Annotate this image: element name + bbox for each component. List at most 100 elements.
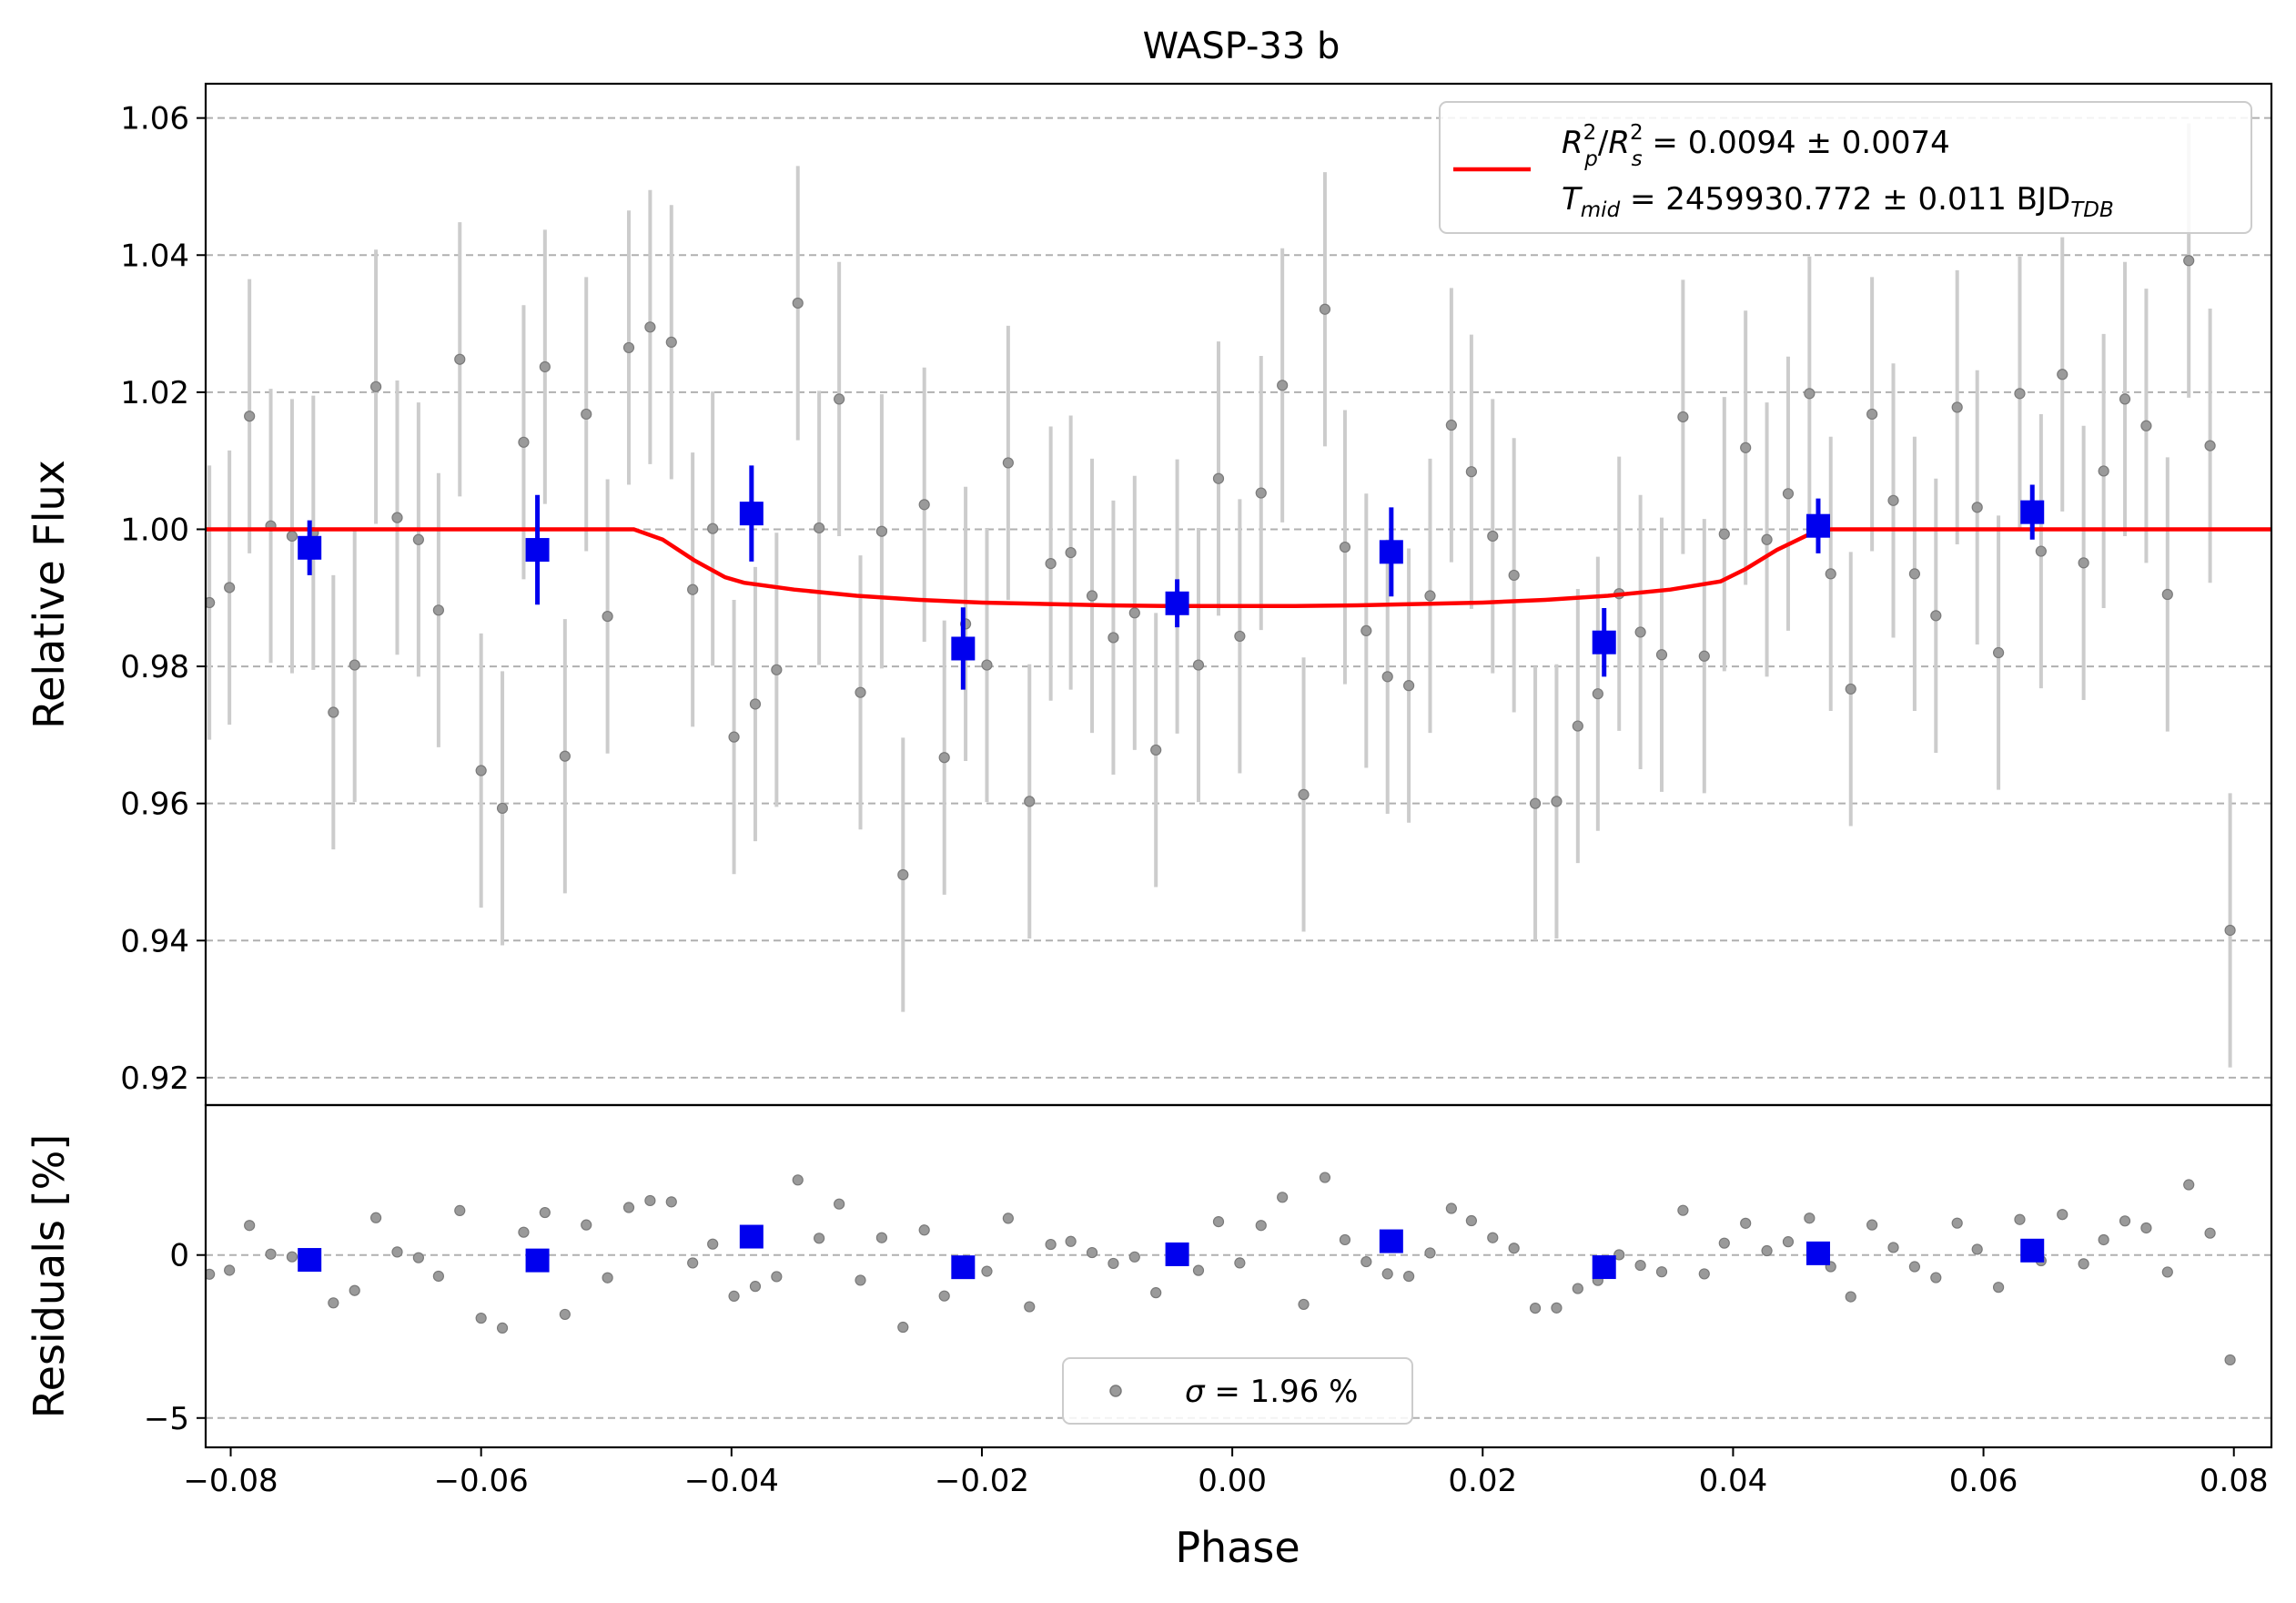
residual-raw-point [1192,1264,1205,1276]
raw-point [349,659,360,671]
residual-raw-point [728,1290,740,1302]
phase-x-tick-label: −0.08 [183,1463,278,1499]
residual-raw-point [432,1270,444,1283]
raw-point [918,499,930,511]
binned-point [298,535,322,560]
residual-raw-point [206,1268,216,1280]
residual-raw-point [938,1290,950,1302]
residual-raw-point [265,1248,277,1260]
raw-point [1150,744,1162,756]
residual-raw-point [1065,1235,1077,1247]
flux-y-tick-label: 0.92 [120,1060,189,1097]
raw-point [875,525,888,537]
raw-point [2098,465,2109,477]
residual-raw-point [539,1206,551,1219]
raw-point [1825,568,1836,580]
binned-point [2020,500,2045,524]
raw-point [1339,541,1351,553]
raw-point [814,522,825,534]
raw-point [1024,796,1036,807]
raw-point [1403,680,1415,692]
residual-raw-point [1360,1255,1372,1268]
residual-raw-point [1551,1302,1563,1314]
residual-binned-point [1379,1229,1403,1253]
residual-raw-point [1212,1215,1225,1228]
raw-point [707,522,719,534]
residual-raw-point [2078,1258,2089,1270]
raw-point [771,664,783,675]
raw-point [559,750,571,762]
residual-raw-point [1487,1232,1499,1243]
binned-point [951,636,976,661]
raw-point [496,802,509,815]
residual-raw-point [2140,1222,2152,1234]
residual-raw-point [1761,1244,1773,1257]
flux-panel: 0.92 0.94 0.96 0.98 1.00 1.02 1.04 1.06 Relativ… [25,82,2273,1107]
residual-raw-point [707,1238,719,1250]
raw-point [622,341,635,354]
residual-raw-point [224,1264,236,1276]
raw-point [2140,420,2152,431]
binned-point [1805,513,1830,538]
residual-raw-point [518,1226,530,1238]
legend-tmid-line: Tmid = 2459930.772 ± 0.011 BJDTDB [1562,181,2114,222]
residual-raw-point [855,1274,866,1286]
raw-point [1465,466,1477,478]
raw-point [412,533,424,545]
residual-raw-point [665,1196,677,1208]
residual-raw-point [897,1321,909,1334]
residual-raw-point [1108,1257,1119,1270]
raw-point [1845,683,1856,695]
legend-residual-marker [1109,1385,1122,1397]
residual-raw-point [391,1246,403,1258]
raw-point [2183,255,2195,267]
residual-raw-point [1971,1243,1983,1255]
residual-raw-point [1277,1192,1289,1203]
residuals-panel: −5 0 −0.08 −0.06 −0.04 −0.02 0.00 0.02 0.04 0.06… [25,1103,2273,1572]
residual-raw-point [1804,1212,1816,1224]
flux-y-ticks: 0.92 0.94 0.96 0.98 1.00 1.02 1.04 1.06 [120,101,206,1097]
residual-raw-point [1339,1233,1351,1246]
raw-point [1677,411,1689,423]
residual-raw-point [454,1204,466,1216]
flux-y-tick-label: 1.00 [120,512,189,548]
raw-point [644,321,656,333]
raw-point [1108,632,1119,644]
raw-point [328,706,339,718]
raw-point [1992,646,2005,659]
raw-point [1277,380,1289,391]
raw-point [244,411,256,422]
raw-point [391,512,403,523]
residual-raw-point [1908,1261,1921,1273]
raw-point [1529,797,1542,809]
residual-raw-point [1655,1266,1668,1278]
flux-y-tick-label: 1.06 [120,101,189,137]
residual-raw-point [2098,1233,2109,1246]
residual-raw-point [2204,1227,2216,1239]
residual-binned-point [951,1255,976,1280]
residual-raw-point [2224,1354,2236,1366]
flux-legend: R2 p/R2 s = 0.0094 ± 0.0074 Tmid = 2459930… [1439,101,2252,234]
residual-raw-point [1234,1257,1246,1269]
residual-raw-point [1298,1298,1310,1311]
residuals-y-tick-label: −5 [144,1401,189,1437]
legend-sigma-text: σ = 1.96 % [1185,1374,1358,1410]
flux-y-axis-label: Relative Flux [25,460,74,729]
raw-point [1592,688,1603,700]
residual-binned-points [298,1224,2045,1280]
raw-point [206,596,216,609]
raw-point [1234,630,1246,643]
residual-raw-point [328,1297,339,1309]
residual-raw-point [2161,1266,2173,1278]
raw-point [518,436,530,448]
raw-point [687,583,699,595]
residual-binned-point [525,1248,550,1273]
residual-raw-point [581,1219,592,1231]
residual-raw-point [981,1265,993,1277]
residual-raw-point [687,1257,699,1269]
residual-binned-point [1592,1255,1616,1280]
residual-raw-point [1381,1268,1393,1280]
residual-binned-point [298,1248,322,1273]
flux-y-tick-label: 0.96 [120,786,189,823]
residual-binned-point [1165,1242,1189,1266]
